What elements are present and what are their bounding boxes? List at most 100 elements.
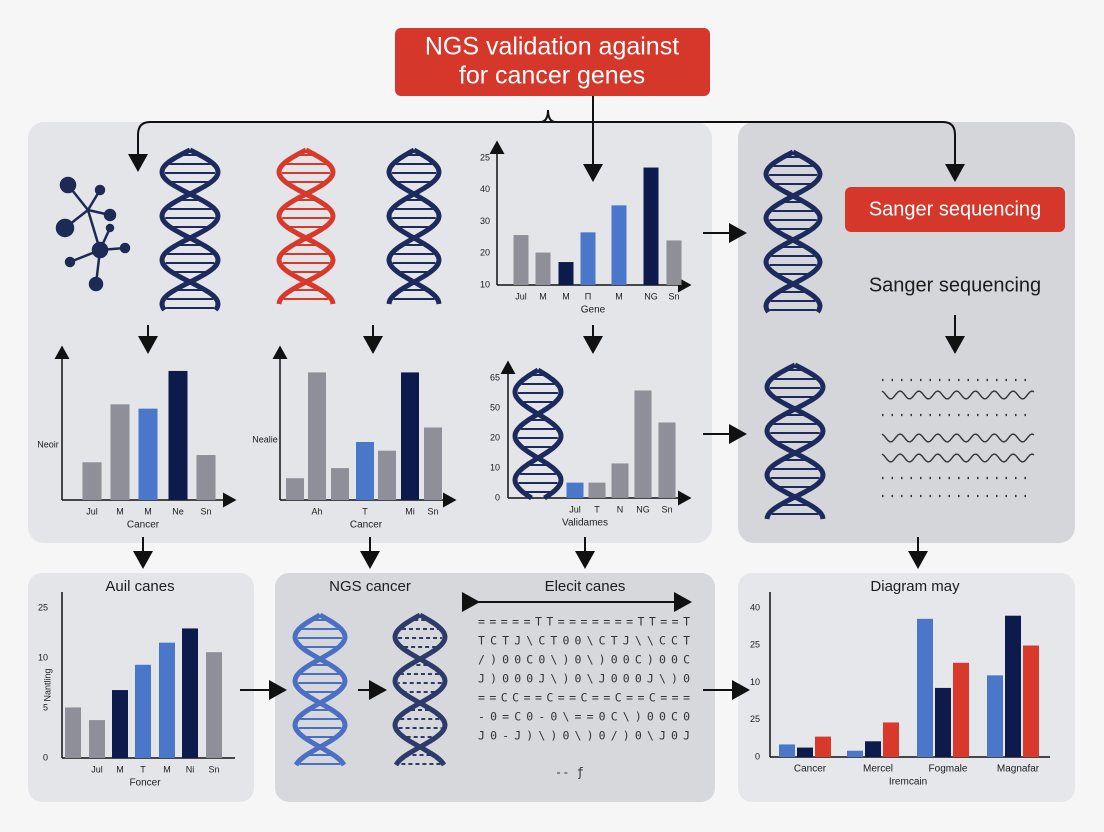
category-label: T <box>362 506 368 516</box>
bar <box>797 747 813 757</box>
category-label: M <box>144 506 152 516</box>
sequence-glyphs: / ) 0 0 C 0 \ ) 0 \ ) 0 0 C ) 0 0 C <box>478 653 690 667</box>
tick-label: 40 <box>480 184 490 194</box>
bar <box>611 205 627 285</box>
helix-strand <box>386 147 442 305</box>
bar <box>1023 645 1039 757</box>
category-label: Jul <box>86 506 98 516</box>
bar <box>401 372 419 500</box>
network-icon <box>55 176 131 292</box>
title: for cancer genes <box>459 62 645 90</box>
tick-label: 25 <box>750 714 760 724</box>
category-label: Cancer <box>794 764 827 775</box>
badge <box>845 187 1065 232</box>
title-box <box>395 28 710 96</box>
category-label: Sn <box>661 504 672 514</box>
bar <box>865 741 881 757</box>
category-label: NG <box>644 291 658 301</box>
axis-label: Neoir <box>37 439 59 449</box>
helix-strand <box>386 147 442 305</box>
tick-label: 50 <box>490 402 500 412</box>
category-label: Ni <box>186 764 195 774</box>
panel <box>275 573 715 802</box>
category-label: M <box>539 291 547 301</box>
bar <box>917 618 933 757</box>
bar <box>953 662 969 757</box>
bar <box>558 262 574 285</box>
bar <box>588 482 606 498</box>
bar <box>182 628 198 758</box>
category-label: T <box>140 764 146 774</box>
category-label: Sn <box>668 291 679 301</box>
bar <box>779 744 795 757</box>
category-label: Sn <box>200 506 211 516</box>
category-label: Ne <box>172 506 184 516</box>
bar <box>110 404 130 500</box>
helix-strand <box>292 612 348 767</box>
bar <box>196 455 216 500</box>
helix-strand <box>764 362 826 520</box>
category-label: M <box>116 764 124 774</box>
tick-label: 10 <box>38 652 48 662</box>
sequence-trace <box>881 378 1035 498</box>
bar <box>815 736 831 757</box>
bar <box>159 642 175 758</box>
tick-label: 0 <box>43 752 48 762</box>
sequence-glyphs: J ) 0 0 0 J \ ) 0 \ J 0 0 0 J \ ) 0 <box>478 672 690 686</box>
helix-strand <box>392 612 448 767</box>
bar <box>535 252 551 285</box>
bar <box>356 442 374 500</box>
helix-strand <box>292 612 348 767</box>
bar <box>378 450 396 500</box>
label: Sanger sequencing <box>869 274 1041 296</box>
axis-label: Cancer <box>127 520 160 531</box>
bar <box>666 240 682 285</box>
tick-label: 25 <box>38 602 48 612</box>
trace <box>881 390 1035 400</box>
bar <box>1005 615 1021 757</box>
category-label: T <box>594 504 600 514</box>
bar <box>331 468 349 500</box>
sequence-glyphs: = = = = = T T = = = = = = = T T = = T <box>478 615 690 629</box>
bar <box>847 750 863 757</box>
bar <box>168 370 188 500</box>
category-label: Ah <box>311 506 322 516</box>
tick-label: 20 <box>490 432 500 442</box>
bar <box>643 167 659 285</box>
tick-label: 0 <box>755 751 760 761</box>
helix-strand <box>276 147 336 305</box>
category-label: Magnafar <box>997 764 1040 775</box>
bar <box>611 463 629 498</box>
helix-strand <box>159 147 221 312</box>
heading: NGS cancer <box>329 578 411 595</box>
bar <box>580 232 596 285</box>
sequence-glyphs: - 0 = C 0 - 0 \ = = 0 C \ ) 0 0 C 0 <box>478 710 690 724</box>
helix-strand <box>392 612 448 767</box>
tick-label: 0 <box>495 492 500 502</box>
chart-title: Auil canes <box>105 578 174 595</box>
axis-label: Validames <box>562 518 608 529</box>
bar <box>206 652 222 758</box>
bar <box>82 462 102 500</box>
sequence-glyphs: = = C C = = C = = C = = C = = C = = = <box>478 691 690 705</box>
bar <box>987 675 1003 757</box>
category-label: M <box>562 291 570 301</box>
category-label: Sn <box>427 506 438 516</box>
tick-label: 40 <box>750 602 760 612</box>
category-label: Jul <box>569 504 581 514</box>
tick-label: 30 <box>480 216 490 226</box>
sequence-glyphs: J 0 - J ) \ ) 0 \ ) 0 / ) 0 \ J 0 J <box>478 729 690 743</box>
tick-label: 25 <box>480 152 490 162</box>
bar <box>308 372 326 500</box>
category-label: Jul <box>515 291 527 301</box>
helix-strand <box>512 367 564 501</box>
trace <box>881 453 1035 463</box>
bar <box>883 722 899 757</box>
bar <box>634 390 652 498</box>
bar <box>89 720 105 758</box>
category-label: Π <box>585 291 592 301</box>
tick-label: 10 <box>480 279 490 289</box>
axis-label: Gene <box>581 305 606 316</box>
